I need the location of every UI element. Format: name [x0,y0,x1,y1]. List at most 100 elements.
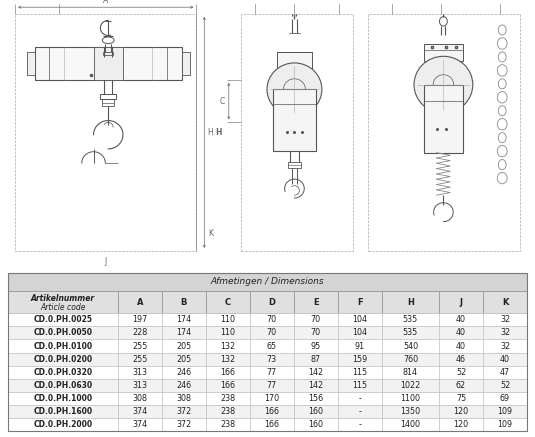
Text: 308: 308 [177,394,192,403]
Text: C: C [225,298,231,307]
Text: CD.0.PH.1000: CD.0.PH.1000 [33,394,93,403]
Bar [162,366,206,379]
Bar [382,326,439,340]
Bar [294,313,338,326]
Text: 205: 205 [177,341,192,350]
Bar [382,340,439,353]
Text: 166: 166 [264,420,279,429]
Text: Artikelnummer: Artikelnummer [31,294,95,303]
Text: 132: 132 [220,354,235,364]
Bar [118,313,162,326]
Text: 308: 308 [133,394,148,403]
Text: 120: 120 [454,420,469,429]
Bar [338,340,382,353]
Bar [439,392,483,405]
Bar [101,94,116,99]
Text: E: E [313,298,319,307]
Bar [241,14,353,251]
Bar [294,366,338,379]
Bar [338,366,382,379]
Bar [439,340,483,353]
Circle shape [267,63,322,116]
Bar [8,340,118,353]
Text: 372: 372 [177,420,192,429]
Bar [8,326,118,340]
Bar [250,418,294,431]
Bar [483,379,527,392]
Text: 115: 115 [353,381,368,390]
Bar [382,379,439,392]
Text: 70: 70 [267,316,277,324]
Bar [206,366,250,379]
Bar [162,340,206,353]
Bar [8,313,118,326]
Text: 62: 62 [456,381,466,390]
Text: Article code: Article code [40,302,86,312]
Bar [294,326,338,340]
Bar [483,418,527,431]
Text: 132: 132 [220,341,235,350]
Bar [118,366,162,379]
Bar [338,405,382,418]
Text: 1400: 1400 [401,420,421,429]
Text: 238: 238 [220,420,235,429]
Text: 535: 535 [403,329,418,337]
Bar [206,353,250,366]
Bar [8,273,527,291]
Bar [250,392,294,405]
Text: 1100: 1100 [401,394,421,403]
Bar [250,340,294,353]
Bar [8,392,118,405]
Bar [439,418,483,431]
Text: 174: 174 [177,316,192,324]
Bar [294,392,338,405]
Bar [439,291,483,313]
Text: 166: 166 [264,407,279,416]
Text: 205: 205 [177,354,192,364]
Bar [162,353,206,366]
Text: 313: 313 [133,368,148,377]
Bar [382,313,439,326]
Text: 255: 255 [132,354,148,364]
Bar [118,326,162,340]
Bar [35,47,182,80]
Bar [162,291,206,313]
Bar [8,405,118,418]
Bar [15,14,196,251]
Bar [102,99,114,106]
Text: K: K [208,229,213,239]
Text: A: A [136,298,143,307]
Text: 47: 47 [500,368,510,377]
Text: 246: 246 [177,381,192,390]
Bar [206,340,250,353]
Text: 32: 32 [500,329,510,337]
Bar [338,392,382,405]
Text: 40: 40 [500,354,510,364]
Bar [182,52,189,75]
Bar [206,405,250,418]
Bar [439,379,483,392]
Text: 142: 142 [308,381,324,390]
Text: 238: 238 [220,394,235,403]
Bar [250,366,294,379]
Bar [206,379,250,392]
Text: 1022: 1022 [400,381,421,390]
Bar [338,353,382,366]
Bar [250,326,294,340]
Text: 70: 70 [311,329,321,337]
Text: 46: 46 [456,354,466,364]
Text: 535: 535 [403,316,418,324]
Text: 228: 228 [132,329,148,337]
Text: 110: 110 [220,316,235,324]
Bar [162,418,206,431]
Text: 87: 87 [311,354,321,364]
Bar [162,405,206,418]
Text: 814: 814 [403,368,418,377]
Bar [483,405,527,418]
Text: 75: 75 [456,394,466,403]
Text: 159: 159 [352,354,368,364]
Text: CD.0.PH.2000: CD.0.PH.2000 [33,420,93,429]
Bar [382,418,439,431]
Bar [382,353,439,366]
Bar [338,291,382,313]
